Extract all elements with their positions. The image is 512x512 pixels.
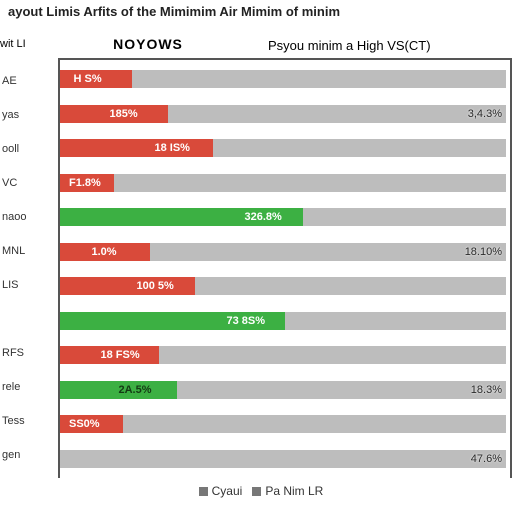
legend-swatch [252, 487, 261, 496]
chart-row: 18 FS% [60, 344, 510, 366]
chart-row: 73 8S% [60, 310, 510, 332]
subtitle-row: wit LI NOYOWS Psyou minim a High VS(CT) [0, 34, 512, 58]
bar-track [60, 450, 506, 468]
bar-segment [60, 277, 195, 295]
y-axis-label [2, 312, 54, 326]
legend-label: Cyaui [212, 484, 243, 498]
chart-row: 2A.5% 18.3% [60, 379, 510, 401]
legend-swatch [199, 487, 208, 496]
bar-value-label: 73 8S% [227, 312, 266, 330]
bar-segment [60, 139, 213, 157]
subtitle-left: wit LI [0, 34, 58, 58]
bar-value-label: 326.8% [245, 208, 282, 226]
bar-value-label: 18 IS% [155, 139, 190, 157]
y-axis-label: LIS [2, 278, 54, 292]
chart-row: 1.0% 18.10% [60, 241, 510, 263]
y-axis-label: Tess [2, 414, 54, 428]
bar-value-label: 100 5% [137, 277, 174, 295]
y-axis-label: rele [2, 380, 54, 394]
chart-row: 100 5% [60, 275, 510, 297]
y-axis-labels: AE yas ooll VC naoo MNL LIS RFS rele Tess gen [0, 58, 58, 478]
right-value-label: 18.3% [471, 381, 502, 399]
y-axis-label: MNL [2, 244, 54, 258]
chart-row: 185% 3,4.3% [60, 103, 510, 125]
y-axis-label: gen [2, 448, 54, 462]
chart-row: F1.8% [60, 172, 510, 194]
y-axis-label: RFS [2, 346, 54, 360]
y-axis-label: AE [2, 74, 54, 88]
y-axis-label: naoo [2, 210, 54, 224]
y-axis-label: ooll [2, 142, 54, 156]
bar-value-label: 2A.5% [119, 381, 152, 399]
subtitle-center: NOYOWS [58, 34, 238, 58]
legend-label: Pa Nim LR [265, 484, 323, 498]
bar-value-label: 18 FS% [101, 346, 140, 364]
chart-row: 47.6% [60, 448, 510, 470]
y-axis-label: yas [2, 108, 54, 122]
chart-title: ayout Limis Arfits of the Mimimim Air Mi… [0, 0, 512, 34]
right-value-label: 3,4.3% [468, 105, 502, 123]
subtitle-right: Psyou minim a High VS(CT) [238, 34, 512, 58]
bar-value-label: SS0% [69, 415, 100, 433]
chart-row: 326.8% [60, 206, 510, 228]
legend: Cyaui Pa Nim LR [0, 478, 512, 498]
bar-value-label: 185% [110, 105, 138, 123]
chart-row: SS0% [60, 413, 510, 435]
plot-area: H S% 185% 3,4.3% 18 IS% F1.8% 326.8% 1.0% 18.10… [58, 58, 512, 478]
y-axis-label: VC [2, 176, 54, 190]
chart-area: AE yas ooll VC naoo MNL LIS RFS rele Tess gen H S%… [0, 58, 512, 478]
chart-container: ayout Limis Arfits of the Mimimim Air Mi… [0, 0, 512, 512]
chart-row: 18 IS% [60, 137, 510, 159]
bar-value-label: F1.8% [69, 174, 101, 192]
bar-value-label: 1.0% [92, 243, 117, 261]
chart-row: H S% [60, 68, 510, 90]
bar-track [60, 415, 506, 433]
right-value-label: 47.6% [471, 450, 502, 468]
bar-value-label: H S% [74, 70, 102, 88]
right-value-label: 18.10% [465, 243, 502, 261]
bar-track [60, 174, 506, 192]
